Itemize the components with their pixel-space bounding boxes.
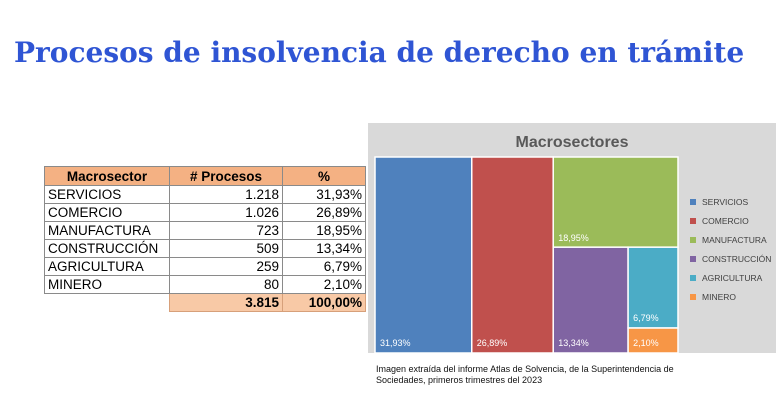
- legend-label: MANUFACTURA: [702, 235, 767, 245]
- header-percent: %: [282, 166, 366, 186]
- legend-swatch: [690, 218, 696, 224]
- legend-label: CONSTRUCCIÓN: [702, 254, 771, 264]
- treemap-cell-servicios: [374, 156, 473, 354]
- slide-title: Procesos de insolvencia de derecho en tr…: [14, 36, 745, 69]
- cell-sector: AGRICULTURA: [44, 257, 170, 276]
- header-macrosector: Macrosector: [44, 166, 170, 186]
- cell-pct: 6,79%: [282, 257, 366, 276]
- data-label: 2,10%: [633, 338, 659, 348]
- table-row: MANUFACTURA 723 18,95%: [44, 221, 366, 240]
- cell-procesos: 723: [169, 221, 283, 240]
- data-label: 6,79%: [633, 313, 659, 323]
- source-caption: Imagen extraída del informe Atlas de Sol…: [376, 364, 674, 385]
- treemap-cell-manufactura: [552, 156, 679, 248]
- table-row: CONSTRUCCIÓN 509 13,34%: [44, 239, 366, 258]
- chart-title: Macrosectores: [516, 134, 629, 151]
- treemap-chart: Macrosectores 31,93% 26,89% 18,95% 13,34% 6,…: [368, 123, 776, 354]
- table-row: COMERCIO 1.026 26,89%: [44, 203, 366, 222]
- treemap-cell-construcción: [552, 246, 629, 354]
- cell-pct: 2,10%: [282, 275, 366, 294]
- legend-label: AGRICULTURA: [702, 273, 763, 283]
- cell-sector: MANUFACTURA: [44, 221, 170, 240]
- cell-pct: 31,93%: [282, 185, 366, 204]
- cell-procesos: 259: [169, 257, 283, 276]
- treemap-cell-minero: [627, 327, 679, 354]
- table-header-row: Macrosector # Procesos %: [44, 166, 366, 186]
- cell-pct: 26,89%: [282, 203, 366, 222]
- legend-swatch: [690, 256, 696, 262]
- legend-swatch: [690, 199, 696, 205]
- table-row: MINERO 80 2,10%: [44, 275, 366, 294]
- legend-swatch: [690, 294, 696, 300]
- cell-pct: 13,34%: [282, 239, 366, 258]
- cell-sector: SERVICIOS: [44, 185, 170, 204]
- cell-empty: [45, 294, 170, 312]
- legend-label: SERVICIOS: [702, 197, 748, 207]
- cell-procesos: 80: [169, 275, 283, 294]
- treemap-cell-comercio: [470, 156, 554, 354]
- legend-label: COMERCIO: [702, 216, 749, 226]
- table-row: AGRICULTURA 259 6,79%: [44, 257, 366, 276]
- legend-label: MINERO: [702, 292, 736, 302]
- cell-total-pct: 100,00%: [282, 293, 366, 312]
- header-procesos: # Procesos: [169, 166, 283, 186]
- data-label: 26,89%: [477, 338, 508, 348]
- cell-sector: COMERCIO: [44, 203, 170, 222]
- table-row: SERVICIOS 1.218 31,93%: [44, 185, 366, 204]
- cell-pct: 18,95%: [282, 221, 366, 240]
- legend-swatch: [690, 275, 696, 281]
- data-label: 31,93%: [380, 338, 411, 348]
- treemap-svg: Macrosectores 31,93% 26,89% 18,95% 13,34% 6,…: [374, 134, 771, 354]
- cell-total-procesos: 3.815: [169, 293, 283, 312]
- cell-procesos: 1.218: [169, 185, 283, 204]
- data-label: 13,34%: [558, 338, 589, 348]
- cell-procesos: 509: [169, 239, 283, 258]
- legend-swatch: [690, 237, 696, 243]
- macrosector-table: Macrosector # Procesos % SERVICIOS 1.218…: [44, 166, 366, 312]
- cell-procesos: 1.026: [169, 203, 283, 222]
- table-total-row: 3.815 100,00%: [45, 293, 366, 312]
- cell-sector: MINERO: [44, 275, 170, 294]
- cell-sector: CONSTRUCCIÓN: [44, 239, 170, 258]
- data-label: 18,95%: [558, 233, 589, 243]
